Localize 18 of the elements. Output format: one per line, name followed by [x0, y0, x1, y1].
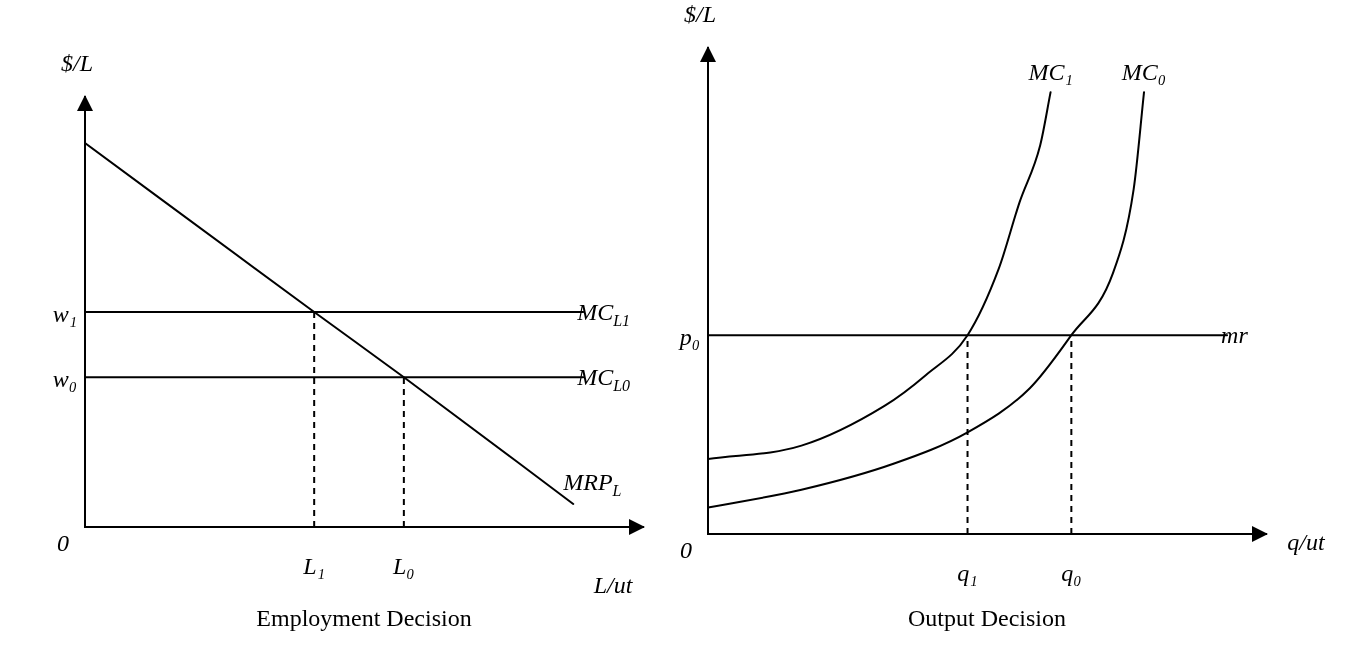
x-tick-label: L₀	[392, 552, 415, 579]
text: p₀	[677, 324, 700, 351]
series-label: mr	[1221, 322, 1249, 349]
text: Employment Decision	[256, 605, 472, 631]
text: w₀	[52, 366, 78, 393]
y-axis-title: $/L	[60, 50, 94, 76]
text: Output Decision	[908, 605, 1066, 631]
x-tick-label: q₀	[1061, 559, 1082, 586]
series-label: MC₀	[1120, 59, 1167, 86]
text: w₁	[52, 301, 78, 327]
x-tick-label: q₁	[957, 559, 978, 586]
y-axis-title: $/L	[683, 1, 717, 27]
text: 0	[680, 537, 692, 563]
series-label: MC₁	[1027, 59, 1073, 86]
x-axis-title: L/ut	[592, 572, 634, 598]
x-tick-label: L₁	[302, 552, 326, 579]
x-axis-title: q/ut	[1287, 529, 1326, 555]
text: 0	[57, 530, 69, 556]
